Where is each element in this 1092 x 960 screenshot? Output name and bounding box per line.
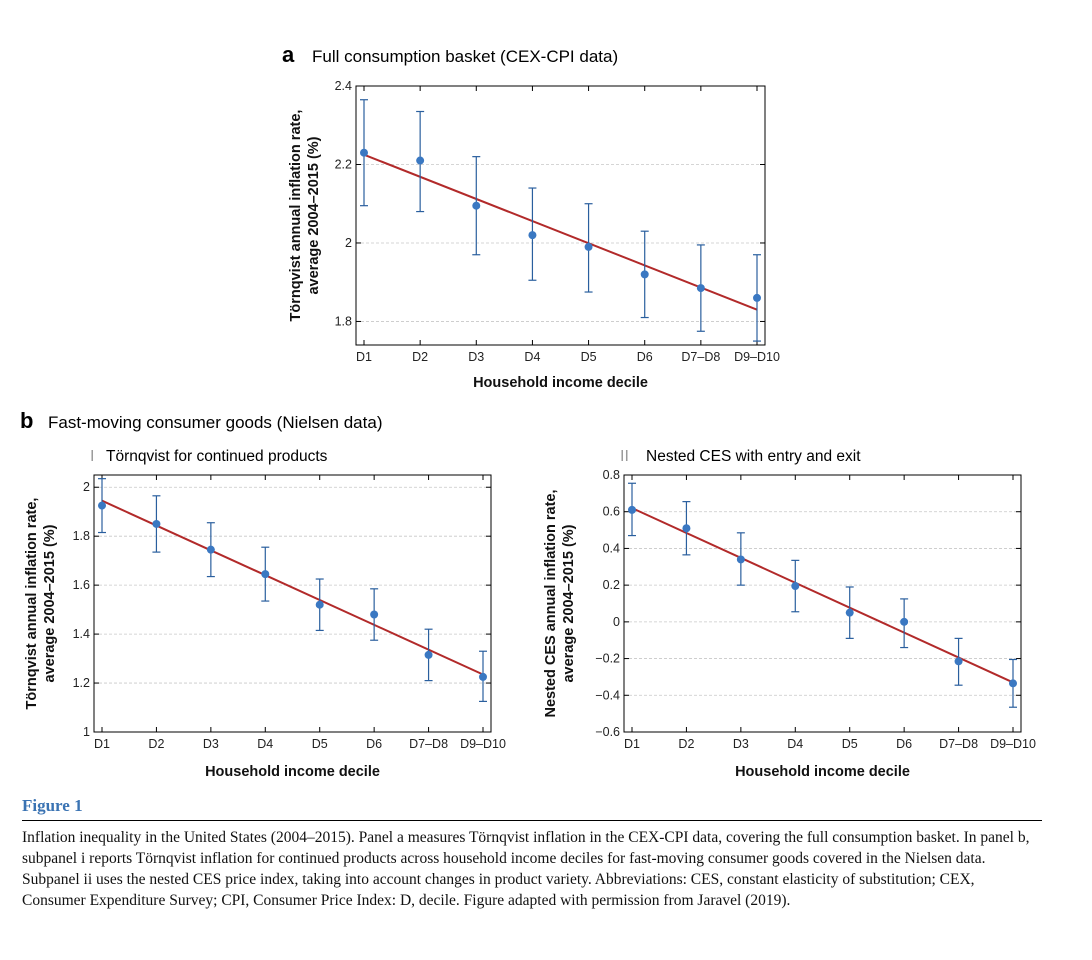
data-point: [416, 156, 425, 165]
x-tick-label: D5: [581, 350, 597, 364]
chart-panel-a: 1.8 2 2.2 2.4 D1 D2 D3 D4 D5 D6 D7–D8 D9–D10 Househo…: [288, 79, 780, 391]
x-tick-label: D9–D10: [990, 737, 1036, 751]
data-point: [472, 201, 481, 210]
x-tick-label: D7–D8: [939, 737, 978, 751]
x-tick-label: D2: [412, 350, 428, 364]
data-point: [900, 617, 909, 626]
plot-frame: [623, 474, 1022, 733]
x-tick-label: D5: [842, 737, 858, 751]
y-tick-label: 0.4: [603, 541, 620, 555]
y-axis-label-line2: average 2004–2015 (%): [561, 524, 577, 682]
x-tick-label: D7–D8: [409, 737, 448, 751]
panel-b-letter: b: [20, 408, 33, 433]
x-tick-label: D6: [896, 737, 912, 751]
x-axis-label: Household income decile: [735, 764, 910, 780]
figure-canvas: a Full consumption basket (CEX-CPI data)…: [20, 42, 1036, 780]
y-axis-label-line2: average 2004–2015 (%): [42, 524, 58, 682]
y-tick-label: 1.4: [73, 627, 90, 641]
x-axis-label: Household income decile: [473, 375, 648, 391]
figure-label: Figure 1: [22, 796, 83, 815]
data-point: [370, 610, 379, 619]
y-axis-label-line1: Törnqvist annual inflation rate,: [24, 498, 40, 710]
y-tick-label: 1.8: [73, 529, 90, 543]
y-tick-label: 2: [345, 236, 352, 250]
x-tick-label: D4: [257, 737, 273, 751]
panel-b-ii-marker: II: [620, 448, 629, 465]
x-tick-label: D9–D10: [734, 350, 780, 364]
x-tick-label: D1: [94, 737, 110, 751]
data-point: [1009, 679, 1017, 688]
data-point: [360, 148, 368, 157]
data-point: [261, 570, 270, 579]
x-tick-label: D4: [787, 737, 803, 751]
data-point: [954, 657, 963, 666]
x-tick-label: D3: [468, 350, 484, 364]
y-tick-label: −0.6: [595, 725, 620, 739]
panel-b-i-title: Törnqvist for continued products: [106, 448, 328, 465]
data-point: [479, 672, 487, 681]
chart-panel-b-ii: −0.6 −0.4 −0.2 0 0.2 0.4 0.6 0.8 D1 D2 D3 D4 D5 D6 D7–…: [543, 468, 1036, 780]
y-axis-label-line1: Nested CES annual inflation rate,: [543, 489, 559, 717]
x-tick-label: D7–D8: [681, 350, 720, 364]
y-axis-label-line2: average 2004–2015 (%): [306, 136, 322, 294]
plot-frame: [93, 474, 492, 733]
y-tick-label: 2.2: [335, 157, 352, 171]
data-point: [98, 501, 106, 510]
figure-caption: Figure 1 Inflation inequality in the Uni…: [22, 796, 1042, 911]
panel-a-title: Full consumption basket (CEX-CPI data): [312, 47, 618, 66]
y-tick-label: 1.2: [73, 676, 90, 690]
data-point: [152, 519, 161, 528]
y-tick-label: −0.4: [595, 688, 620, 702]
x-tick-label: D3: [203, 737, 219, 751]
y-tick-label: 2: [83, 480, 90, 494]
data-point: [628, 505, 636, 514]
data-point: [845, 608, 854, 617]
data-point: [736, 555, 745, 564]
data-point: [682, 524, 691, 533]
data-point: [640, 270, 649, 279]
data-point: [528, 231, 537, 240]
x-tick-label: D9–D10: [460, 737, 506, 751]
y-tick-label: 1.6: [73, 578, 90, 592]
fit-line: [101, 499, 484, 676]
data-point: [753, 293, 761, 302]
panel-b-ii-title: Nested CES with entry and exit: [646, 448, 861, 465]
x-tick-label: D5: [312, 737, 328, 751]
data-point: [696, 284, 705, 293]
data-point: [206, 545, 215, 554]
data-point: [791, 582, 800, 591]
data-point: [424, 650, 433, 659]
panel-b-title: Fast-moving consumer goods (Nielsen data…: [48, 413, 382, 432]
data-point: [315, 600, 324, 609]
panel-b-i-marker: I: [90, 448, 94, 465]
x-tick-label: D2: [678, 737, 694, 751]
plot-frame: [355, 85, 766, 346]
y-tick-label: 0: [613, 615, 620, 629]
caption-text: Inflation inequality in the United State…: [22, 829, 1030, 909]
x-tick-label: D3: [733, 737, 749, 751]
x-tick-label: D6: [366, 737, 382, 751]
y-tick-label: 1.8: [335, 314, 352, 328]
fit-line: [631, 507, 1014, 684]
x-tick-label: D4: [524, 350, 540, 364]
x-tick-label: D1: [356, 350, 372, 364]
panel-a-letter: a: [282, 42, 295, 67]
x-tick-label: D6: [637, 350, 653, 364]
y-tick-label: 1: [83, 725, 90, 739]
y-tick-label: 2.4: [335, 79, 352, 93]
y-axis-label-line1: Törnqvist annual inflation rate,: [288, 110, 304, 322]
caption-rule: [22, 820, 1042, 821]
y-tick-label: 0.6: [603, 505, 620, 519]
chart-panel-b-i: 1 1.2 1.4 1.6 1.8 2 D1 D2 D3 D4 D5 D6 D7–D8 D9–D10 Hou…: [24, 474, 506, 780]
data-point: [584, 242, 593, 251]
y-tick-label: 0.8: [603, 468, 620, 482]
x-axis-label: Household income decile: [205, 764, 380, 780]
y-tick-label: 0.2: [603, 578, 620, 592]
x-tick-label: D2: [148, 737, 164, 751]
fit-line: [363, 153, 758, 311]
x-tick-label: D1: [624, 737, 640, 751]
y-tick-label: −0.2: [595, 652, 620, 666]
